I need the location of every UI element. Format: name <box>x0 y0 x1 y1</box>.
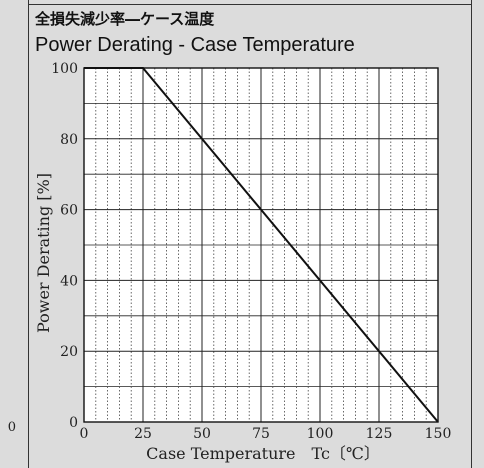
y-axis-title: Power Derating [%] <box>34 173 53 333</box>
y-tick-label: 100 <box>51 61 78 77</box>
x-tick-label: 150 <box>425 426 452 442</box>
x-tick-label: 125 <box>366 426 393 442</box>
y-tick-label: 0 <box>69 415 78 431</box>
chart-subtitle: Power Derating - Case Temperature <box>35 34 355 56</box>
y-tick-label: 20 <box>60 344 78 360</box>
y-tick-label: 40 <box>60 273 78 289</box>
x-tick-label: 50 <box>193 426 211 442</box>
left-frame-panel <box>0 0 29 468</box>
derating-curve <box>84 67 439 423</box>
x-tick-label: 0 <box>80 426 89 442</box>
chart-grid <box>83 67 439 423</box>
left-edge-label: 0 <box>7 420 16 435</box>
right-frame-panel <box>471 0 484 468</box>
chart-tick-labels: 0 25 50 75 100 125 150 0 20 40 60 80 100 <box>51 61 451 442</box>
x-tick-label: 100 <box>307 426 334 442</box>
y-tick-label: 60 <box>60 203 78 219</box>
plot-frame <box>83 67 439 423</box>
x-tick-label: 25 <box>134 426 152 442</box>
y-tick-label: 80 <box>60 132 78 148</box>
chart-title: 全損失減少率―ケース温度 <box>35 10 215 28</box>
top-frame-line <box>28 0 471 5</box>
x-tick-label: 75 <box>252 426 270 442</box>
x-axis-title: Case Temperature Tc〔℃〕 <box>146 444 380 463</box>
chart-series <box>84 67 439 423</box>
